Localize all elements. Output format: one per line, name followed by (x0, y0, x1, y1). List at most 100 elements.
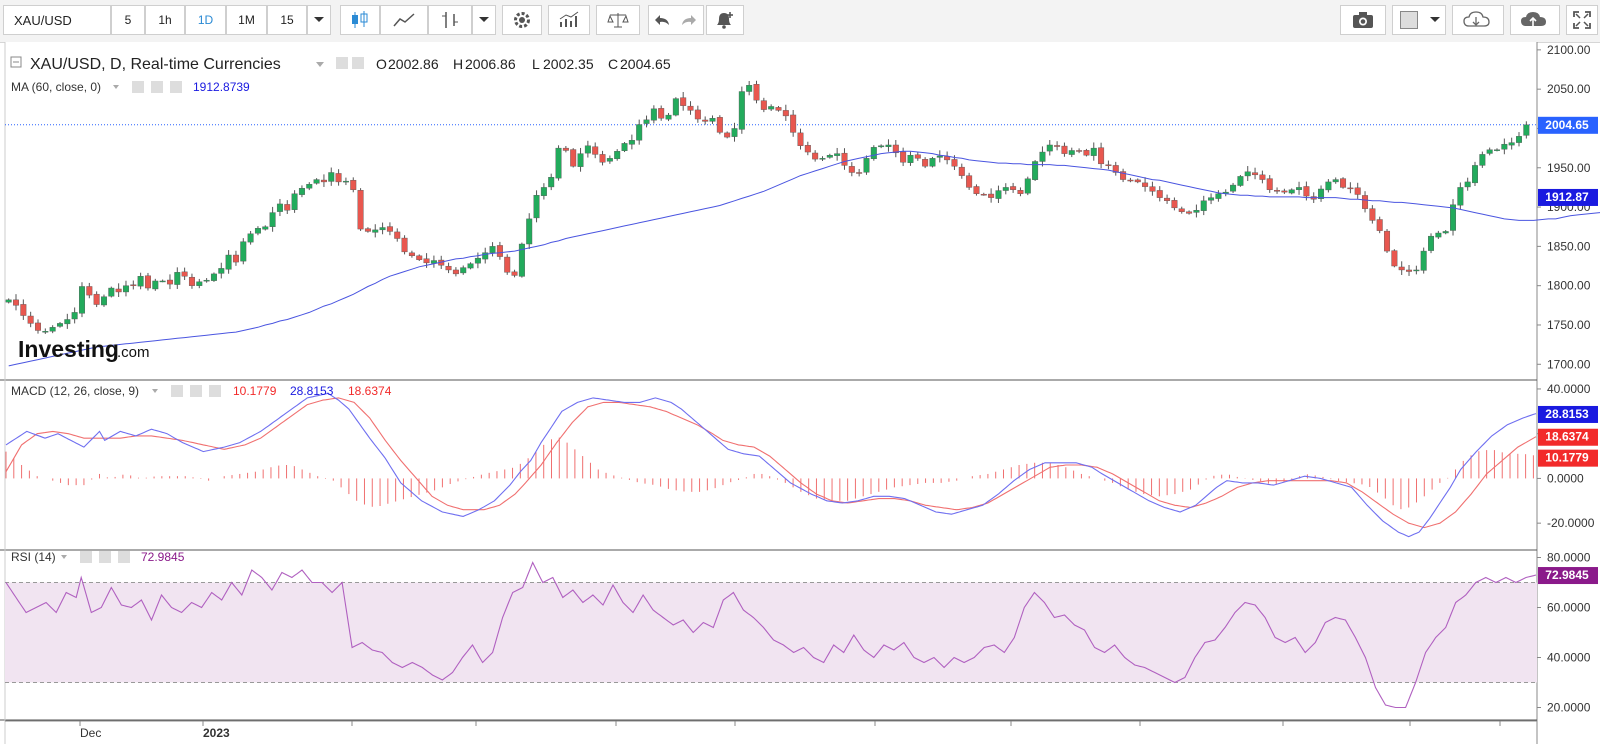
bar-style-button[interactable] (428, 5, 472, 35)
candle (394, 231, 401, 239)
macd-legend-label: MACD (12, 26, close, 9) (11, 384, 139, 398)
axis-tick-label: 2100.00 (1547, 43, 1591, 57)
candle (269, 212, 276, 227)
candle (1340, 178, 1347, 188)
load-chart-button[interactable] (1452, 5, 1504, 35)
price-badges: 2004.65 1912.87 28.8153 18.6374 10.1779 72.98… (1538, 116, 1598, 585)
candle (988, 193, 995, 198)
color-swatch-icon (1399, 11, 1418, 29)
rsi-menu-chevron-icon[interactable] (61, 555, 67, 559)
color-dropdown-button[interactable] (1424, 5, 1446, 35)
candle (64, 319, 71, 325)
interval-1m-button[interactable]: 1M (226, 5, 267, 35)
candle (240, 241, 247, 262)
redo-button[interactable] (674, 5, 704, 35)
axis-tick-label: 40.0000 (1547, 651, 1591, 665)
indicators-button[interactable] (548, 5, 590, 35)
candle (797, 132, 804, 146)
ma-settings-icon[interactable] (151, 81, 163, 93)
undo-button[interactable] (648, 5, 674, 35)
fullscreen-icon (1573, 11, 1591, 29)
chevron-down-icon (314, 17, 324, 22)
watermark-brand: Investing (18, 336, 119, 362)
ma-close-icon[interactable] (170, 81, 182, 93)
interval-dropdown-button[interactable] (307, 5, 331, 35)
rsi-close-icon[interactable] (118, 551, 130, 563)
interval-15-button[interactable]: 15 (267, 5, 307, 35)
candle (1332, 179, 1339, 183)
series-menu-chevron-icon[interactable] (316, 62, 324, 67)
candlestick-style-button[interactable] (340, 5, 380, 35)
chevron-down-icon (479, 17, 489, 22)
candle (13, 299, 19, 306)
candle (973, 186, 980, 194)
candle (460, 267, 467, 274)
line-style-button[interactable] (380, 5, 428, 35)
candle (1266, 178, 1273, 190)
visibility-eye-icon[interactable] (336, 57, 348, 69)
candle (78, 286, 85, 314)
macd-hist-badge-text: 10.1779 (1545, 451, 1589, 465)
ma-eye-icon[interactable] (132, 81, 144, 93)
ma-line (8, 150, 1600, 367)
rsi-settings-icon[interactable] (99, 551, 111, 563)
candle (1501, 143, 1508, 150)
candle (1318, 188, 1325, 199)
interval-1d-button[interactable]: 1D (185, 5, 226, 35)
macd-close-icon[interactable] (209, 385, 221, 397)
macd-settings-icon[interactable] (190, 385, 202, 397)
candle (423, 258, 430, 264)
candle (687, 105, 694, 111)
interval-5-button[interactable]: 5 (111, 5, 145, 35)
candle (1384, 230, 1391, 252)
settings-button[interactable] (502, 5, 542, 35)
compare-button[interactable] (596, 5, 640, 35)
candle (1428, 235, 1435, 251)
candle (614, 151, 621, 160)
candle (1252, 172, 1259, 176)
chart-area[interactable]: 2100.002050.002000.001950.001900.001850.… (0, 42, 1600, 744)
candle (1076, 150, 1083, 152)
candle (203, 279, 210, 282)
cloud-download-icon (1463, 11, 1490, 27)
candle (724, 132, 731, 138)
macd-menu-chevron-icon[interactable] (152, 389, 158, 393)
candle (27, 315, 34, 324)
candle (1274, 190, 1281, 192)
rsi-legend-label: RSI (14) (11, 550, 56, 564)
snapshot-button[interactable] (1340, 5, 1386, 35)
candle (1193, 210, 1200, 213)
candle (540, 187, 547, 196)
candle (1156, 190, 1163, 198)
axis-tick-label: 1950.00 (1547, 161, 1591, 175)
alert-button[interactable] (706, 5, 744, 35)
fullscreen-button[interactable] (1566, 5, 1598, 35)
candle (834, 153, 841, 156)
candle (35, 322, 41, 331)
rsi-eye-icon[interactable] (80, 551, 92, 563)
chevron-down-icon (1429, 17, 1440, 22)
interval-1h-button[interactable]: 1h (145, 5, 185, 35)
style-dropdown-button[interactable] (472, 5, 496, 35)
candle (885, 144, 892, 147)
series-settings-icon[interactable] (352, 57, 364, 69)
candle (1237, 176, 1244, 186)
collapse-legend-icon[interactable] (10, 56, 22, 68)
macd-eye-icon[interactable] (171, 385, 183, 397)
fill-color-button[interactable] (1392, 5, 1424, 35)
save-chart-button[interactable] (1510, 5, 1560, 35)
candle (5, 299, 12, 303)
symbol-search-input[interactable]: XAU/USD (3, 5, 111, 35)
candlestick-icon (352, 11, 368, 28)
candle (599, 154, 606, 163)
candle (1523, 124, 1530, 136)
macd-line (5, 392, 1537, 538)
indicators-icon (559, 11, 579, 27)
ma-menu-chevron-icon[interactable] (113, 85, 119, 89)
candle (482, 252, 489, 260)
candle (1347, 187, 1354, 190)
candle (1127, 179, 1134, 182)
candle (1259, 174, 1266, 180)
candle (1486, 149, 1493, 154)
open-value: 2002.86 (388, 56, 439, 72)
